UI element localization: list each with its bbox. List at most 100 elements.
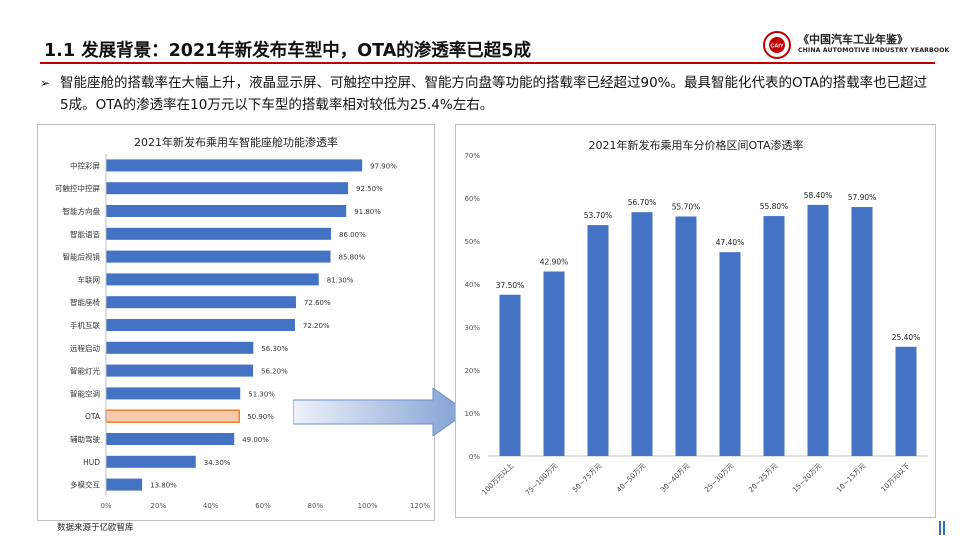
bar-辅助驾驶 (106, 433, 235, 445)
value-label: 37.50% (496, 281, 525, 290)
y-tick-label: 0% (469, 453, 480, 461)
left-chart-title: 2021年新发布乘用车智能座舱功能渗透率 (134, 135, 338, 149)
value-label: 72.60% (304, 299, 331, 307)
bar-10~15万元 (851, 207, 873, 456)
value-label: 55.80% (760, 202, 789, 211)
value-label: 49.00% (242, 436, 269, 444)
value-label: 56.30% (261, 345, 288, 353)
title-divider (40, 62, 935, 64)
category-label: 40~50万元 (615, 462, 647, 494)
value-label: 50.90% (247, 413, 274, 421)
value-label: 42.90% (540, 258, 569, 267)
value-label: 55.70% (672, 202, 701, 211)
x-tick-label: 100% (358, 502, 378, 510)
category-label: 15~20万元 (791, 462, 823, 494)
y-tick-label: 50% (464, 238, 480, 246)
value-label: 85.80% (339, 254, 366, 262)
y-tick-label: 10% (464, 410, 480, 418)
bar-15~20万元 (807, 204, 829, 456)
bar-智能语音 (106, 227, 332, 240)
value-label: 92.50% (356, 185, 383, 193)
value-label: 86.00% (339, 231, 366, 239)
key-finding: ➢ 智能座舱的搭载率在大幅上升，液晶显示屏、可触控中控屏、智能方向盘等功能的搭载… (40, 72, 930, 116)
category-label: OTA (85, 412, 101, 421)
bar-智能方向盘 (106, 205, 347, 217)
logo-english-name: CHINA AUTOMOTIVE INDUSTRY YEARBOOK (798, 47, 950, 54)
value-label: 57.90% (848, 193, 877, 202)
category-label: 智能座椅 (70, 297, 100, 307)
caiy-badge-label: CAIY (770, 44, 783, 50)
bar-车联网 (106, 273, 319, 286)
value-label: 34.30% (204, 459, 231, 467)
category-label: 手机互联 (70, 320, 100, 330)
bar-手机互联 (106, 319, 295, 331)
category-label: 智能后视镜 (63, 252, 101, 262)
ota-price-chart-panel: 2021年新发布乘用车分价格区间OTA渗透率 0% 10% 20% 30% 40% 50% 6… (455, 124, 936, 518)
bar-30~40万元 (675, 216, 697, 456)
category-label: 智能方向盘 (63, 206, 101, 216)
slide-title: 1.1 发展背景：2021年新发布车型中，OTA的渗透率已超5成 (44, 41, 531, 61)
category-label: 智能灯光 (70, 366, 100, 376)
bullet-arrow-icon: ➢ (40, 76, 51, 90)
category-label: 30~40万元 (659, 462, 691, 494)
caiy-badge-icon: CAIY (763, 31, 791, 59)
category-label: 75~100万元 (524, 462, 559, 497)
bar-HUD (106, 455, 196, 468)
transition-arrow-icon (293, 388, 468, 436)
logo-chinese-name: 《中国汽车工业年鉴》 (798, 33, 908, 46)
y-tick-label: 70% (464, 152, 480, 160)
right-chart-title: 2021年新发布乘用车分价格区间OTA渗透率 (588, 138, 803, 152)
bar-50~75万元 (587, 225, 609, 456)
category-label: 10~15万元 (835, 462, 867, 494)
y-tick-label: 60% (464, 195, 480, 203)
y-tick-label: 40% (464, 281, 480, 289)
category-label: 智能空调 (70, 388, 100, 398)
bar-智能空调 (106, 387, 241, 400)
category-label: 25~30万元 (703, 462, 735, 494)
value-label: 47.40% (716, 238, 745, 247)
x-tick-label: 120% (410, 502, 430, 510)
bar-中控彩屏 (106, 159, 363, 172)
key-finding-text: 智能座舱的搭载率在大幅上升，液晶显示屏、可触控中控屏、智能方向盘等功能的搭载率已… (60, 75, 928, 113)
x-tick-label: 60% (255, 502, 271, 510)
bar-20~25万元 (763, 216, 785, 456)
bar-多模交互 (106, 478, 143, 491)
category-label: 可触控中控屏 (55, 183, 100, 193)
ota-price-chart: 2021年新发布乘用车分价格区间OTA渗透率 0% 10% 20% 30% 40% 50% 6… (464, 138, 928, 497)
value-label: 51.30% (248, 390, 275, 398)
category-label: 100万元以上 (480, 461, 516, 497)
bar-40~50万元 (631, 212, 653, 456)
bar-OTA (105, 409, 240, 423)
y-tick-label: 20% (464, 367, 480, 375)
data-source-note: 数据来源于亿欧智库 (57, 523, 134, 533)
category-label: 远程启动 (70, 343, 100, 353)
bar-智能后视镜 (106, 250, 331, 263)
x-tick-label: 0% (100, 502, 111, 510)
value-label: 97.90% (370, 162, 397, 170)
category-label: 多模交互 (70, 480, 100, 490)
category-label: 辅助驾驶 (70, 434, 100, 444)
category-label: 10万元以下 (880, 462, 912, 494)
bar-25~30万元 (719, 252, 741, 456)
value-label: 13.80% (150, 482, 177, 490)
x-tick-label: 40% (203, 502, 219, 510)
bar-75~100万元 (543, 271, 565, 456)
value-label: 56.70% (628, 198, 657, 207)
value-label: 25.40% (892, 333, 921, 342)
category-label: 20~25万元 (747, 462, 779, 494)
value-label: 72.20% (303, 322, 330, 330)
bar-智能灯光 (106, 364, 254, 377)
bar-10万元以下 (895, 346, 917, 456)
page-marker-icon (939, 521, 946, 535)
bar-可触控中控屏 (106, 182, 349, 195)
category-label: HUD (83, 458, 100, 467)
value-label: 81.30% (327, 276, 354, 284)
category-label: 50~75万元 (571, 462, 603, 494)
value-label: 91.80% (354, 208, 381, 216)
x-tick-label: 80% (308, 502, 324, 510)
value-label: 58.40% (804, 191, 833, 200)
category-label: 车联网 (78, 274, 101, 284)
bar-远程启动 (106, 341, 254, 354)
yearbook-logo: CAIY 《中国汽车工业年鉴》 CHINA AUTOMOTIVE INDUSTR… (762, 28, 949, 62)
